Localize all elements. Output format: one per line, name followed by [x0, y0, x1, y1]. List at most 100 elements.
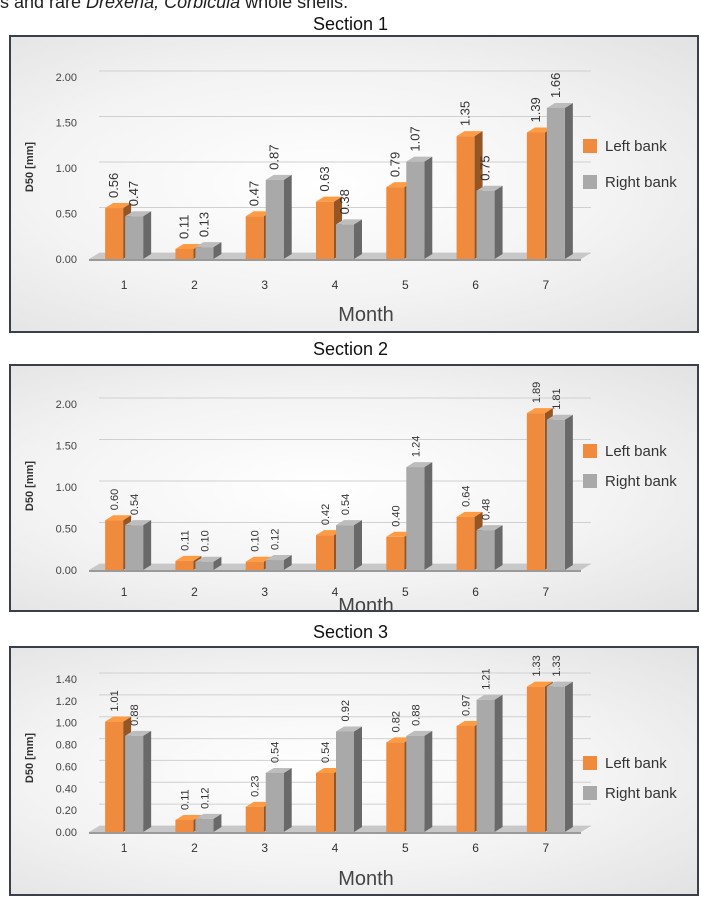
bar-right-bank	[125, 735, 144, 832]
data-label: 0.13	[196, 212, 211, 237]
bar-right-bank-side	[564, 681, 573, 832]
x-tick-label: 7	[543, 585, 550, 599]
bar-right-bank-side	[283, 767, 292, 832]
section-3-title: Section 3	[312, 622, 389, 642]
x-tick-label: 7	[543, 841, 550, 855]
chart-section-2: 0.00 0.50 1.00 1.50 2.00 D50 [mm] 0.60 0.54 1 0.1…	[9, 364, 699, 612]
bar-left-bank-top	[526, 408, 553, 414]
bar-right-bank-top	[265, 555, 292, 561]
chart-svg-1: 0.00 0.50 1.00 1.50 2.00 D50 [mm] 0.56 0.47 1 0.1…	[24, 70, 677, 326]
bar-right-bank	[265, 560, 284, 570]
data-label: 0.54	[129, 494, 141, 515]
x-tick-label: 7	[543, 278, 550, 292]
data-label: 0.60	[109, 489, 121, 510]
bar-right-bank-top	[125, 520, 152, 526]
y-tick-label: 1.00	[56, 718, 77, 730]
bar-right-bank	[265, 179, 284, 259]
data-label: 0.10	[250, 530, 262, 551]
legend-swatch-left-bank	[583, 139, 597, 153]
y-tick-label: 0.50	[56, 209, 77, 221]
bar-right-bank-top	[336, 219, 362, 225]
chart-section-3: 0.00 0.20 0.40 0.60 0.80 1.00 1.20 1.40 D50 [mm]…	[9, 646, 699, 896]
bar-left-bank-top	[316, 767, 342, 773]
legend-swatch-right-bank	[583, 786, 597, 800]
bar-right-bank	[546, 107, 565, 259]
bar-right-bank-side	[143, 520, 152, 570]
bar-left-bank	[386, 536, 405, 570]
bar-left-bank	[316, 201, 334, 259]
bar-left-bank-top	[316, 196, 342, 202]
x-tick-label: 1	[121, 841, 128, 855]
bar-left-bank	[456, 725, 475, 832]
data-label: 0.38	[337, 189, 352, 214]
data-label: 1.39	[528, 97, 543, 122]
bar-left-bank	[105, 208, 124, 259]
bar-left-bank	[105, 520, 124, 570]
chart-svg-3: 0.00 0.20 0.40 0.60 0.80 1.00 1.20 1.40 D50 [mm]…	[24, 655, 677, 890]
bar-left-bank-top	[526, 127, 553, 133]
bar-left-bank	[526, 686, 545, 832]
data-label: 0.47	[126, 181, 141, 206]
data-label: 0.10	[199, 530, 211, 551]
chart-floor-edge	[89, 570, 581, 572]
x-tick-label: 5	[402, 585, 409, 599]
bar-left-bank	[316, 772, 334, 832]
bar-left-bank	[245, 216, 264, 259]
legend-label-right-bank: Right bank	[605, 473, 677, 490]
bar-left-bank	[175, 819, 194, 832]
bar-right-bank-side	[283, 555, 292, 570]
data-label: 1.89	[531, 382, 543, 403]
legend-label-left-bank: Left bank	[605, 138, 667, 155]
section-1-title: Section 1	[312, 14, 389, 34]
legend-swatch-left-bank	[583, 756, 597, 770]
bar-left-bank-top	[245, 556, 272, 562]
bar-left-bank	[456, 136, 475, 259]
x-tick-label: 5	[402, 841, 409, 855]
bar-right-bank	[546, 686, 565, 832]
data-label: 1.01	[109, 690, 121, 711]
x-axis-label: Month	[338, 595, 394, 610]
y-axis-label: D50 [mm]	[24, 733, 36, 783]
y-tick-label: 0.20	[56, 805, 77, 817]
data-label: 0.47	[247, 181, 262, 206]
bar-right-bank-top	[125, 730, 152, 736]
x-tick-label: 4	[332, 841, 339, 855]
bar-right-bank-top	[406, 730, 433, 736]
bar-left-bank	[175, 560, 194, 570]
bar-right-bank	[406, 467, 425, 570]
x-tick-label: 1	[121, 278, 128, 292]
bar-right-bank-side	[494, 525, 503, 570]
bar-right-bank-top	[546, 681, 573, 687]
x-tick-label: 2	[191, 841, 198, 855]
bar-right-bank-top	[195, 813, 222, 819]
bar-left-bank-top	[456, 131, 483, 137]
bar-right-bank-side	[424, 462, 433, 570]
data-label: 0.54	[320, 742, 332, 763]
data-label: 0.79	[387, 152, 402, 177]
bar-right-bank	[195, 818, 214, 832]
data-label: 0.11	[179, 789, 191, 810]
bar-right-bank	[546, 419, 565, 570]
bar-left-bank-top	[175, 243, 202, 249]
data-label: 0.42	[320, 504, 332, 525]
legend-label-left-bank: Left bank	[605, 443, 667, 460]
y-tick-label: 1.50	[56, 118, 77, 130]
bar-left-bank	[105, 721, 124, 832]
y-tick-label: 1.50	[56, 441, 77, 453]
legend-swatch-right-bank	[583, 175, 597, 189]
bar-left-bank	[245, 561, 264, 570]
data-label: 0.54	[340, 494, 352, 515]
legend-label-right-bank: Right bank	[605, 174, 677, 191]
bar-right-bank-side	[564, 414, 573, 570]
data-label: 0.97	[461, 695, 473, 716]
x-tick-label: 2	[191, 585, 198, 599]
bar-right-bank-top	[265, 767, 292, 773]
bar-left-bank-top	[105, 716, 132, 722]
x-tick-label: 3	[261, 585, 268, 599]
bar-left-bank	[526, 413, 545, 570]
section-2-title: Section 2	[312, 339, 389, 359]
data-label: 0.92	[340, 700, 352, 721]
y-tick-label: 2.00	[56, 399, 77, 411]
legend-label-left-bank: Left bank	[605, 755, 667, 772]
bar-right-bank-top	[476, 525, 503, 531]
